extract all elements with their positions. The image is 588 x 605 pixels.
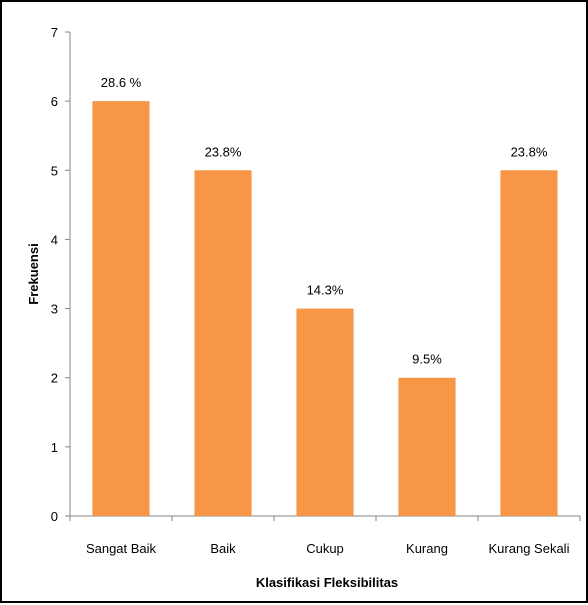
data-label: 23.8% — [511, 144, 548, 159]
y-axis-title: Frekuensi — [26, 243, 41, 304]
bars — [92, 101, 558, 517]
y-tick-label: 3 — [51, 302, 58, 317]
x-tick-label: Kurang — [406, 541, 448, 556]
data-label: 28.6 % — [101, 75, 142, 90]
data-label: 14.3% — [307, 283, 344, 298]
y-tick-label: 2 — [51, 371, 58, 386]
bar — [500, 170, 558, 517]
x-tick-label: Baik — [210, 541, 236, 556]
y-tick-label: 1 — [51, 440, 58, 455]
y-tick-label: 0 — [51, 509, 58, 524]
y-tick-label: 6 — [51, 94, 58, 109]
data-labels: 28.6 % 23.8% 14.3% 9.5% 23.8% — [101, 75, 548, 367]
y-axis-ticks: 0 1 2 3 4 5 6 7 — [51, 25, 70, 524]
bar — [398, 377, 456, 516]
bar — [194, 170, 252, 517]
y-tick-label: 4 — [51, 232, 58, 247]
data-label: 23.8% — [205, 144, 242, 159]
x-axis-title: Klasifikasi Fleksibilitas — [256, 575, 398, 590]
data-label: 9.5% — [412, 352, 442, 367]
bar — [92, 101, 150, 517]
x-axis-ticks: Sangat Baik Baik Cukup Kurang Kurang Sekali — [69, 516, 581, 556]
y-tick-label: 7 — [51, 25, 58, 40]
y-tick-label: 5 — [51, 163, 58, 178]
bar — [296, 308, 354, 516]
x-tick-label: Cukup — [306, 541, 344, 556]
x-tick-label: Kurang Sekali — [489, 541, 570, 556]
x-tick-label: Sangat Baik — [86, 541, 157, 556]
